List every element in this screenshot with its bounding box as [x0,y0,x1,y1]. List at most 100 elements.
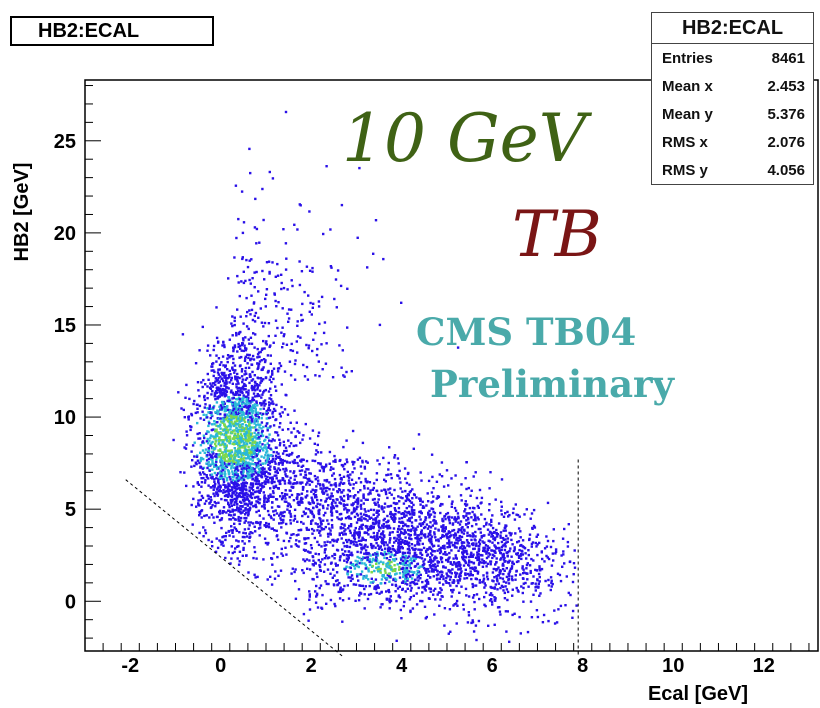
data-point [196,411,199,414]
data-point [541,621,545,624]
data-point [244,378,247,381]
data-point [466,526,469,529]
data-point [474,530,477,534]
data-point [250,384,254,388]
data-point [261,443,264,446]
data-point [454,562,457,566]
data-point [515,570,518,573]
data-point [240,446,244,449]
data-point [448,608,452,611]
data-point [250,308,254,312]
data-point [571,609,575,613]
data-point [244,434,247,438]
data-point [210,473,214,476]
data-point [244,357,247,360]
data-point [380,536,383,539]
data-point [429,552,433,555]
data-point [402,502,406,505]
data-point [355,512,359,516]
data-point [245,377,249,380]
data-point [224,459,227,462]
data-point [252,426,255,429]
data-point [398,596,402,599]
data-point [232,396,235,400]
data-point [285,449,288,452]
data-point [251,438,254,441]
data-point [522,586,525,590]
data-point [474,556,478,559]
data-point [234,414,238,417]
data-point [279,415,282,418]
data-point [212,516,215,519]
data-point [419,556,422,559]
data-point [399,557,403,560]
data-point [275,431,279,434]
data-point [526,578,529,581]
data-point [215,354,218,357]
data-point [257,432,260,435]
data-point [439,558,443,561]
data-point [403,569,406,573]
data-point [228,484,231,487]
data-point [200,485,203,488]
data-point [251,522,255,525]
data-point [333,574,336,577]
data-point [209,500,212,504]
data-point [491,556,494,560]
data-point [228,513,231,517]
data-point [480,534,483,538]
data-point [536,615,540,619]
data-point [260,427,263,430]
data-point [409,489,412,493]
data-point [467,542,470,545]
data-point [361,459,364,463]
data-point [475,542,478,545]
data-point [252,332,255,335]
data-point [457,517,460,520]
data-point [384,492,388,496]
data-point [415,496,418,499]
data-point [443,607,447,610]
data-point [456,536,459,540]
data-point [215,455,218,458]
data-point [258,241,261,244]
data-point [211,428,215,431]
data-point [406,498,409,501]
data-point [308,608,312,611]
data-point [464,568,467,571]
data-point [230,557,233,560]
data-point [219,408,222,411]
data-point [239,416,242,420]
data-point [517,560,520,563]
data-point [458,577,462,581]
data-point [328,488,331,491]
data-point [290,572,293,575]
data-point [269,447,272,450]
data-point [268,433,271,436]
data-point [312,501,315,505]
data-point [201,496,205,500]
data-point [505,575,509,579]
data-point [358,556,361,560]
data-point [377,586,380,589]
data-point [456,530,460,534]
data-point [258,426,261,429]
data-point [217,477,220,481]
data-point [223,448,227,451]
data-point [251,396,254,399]
data-point [340,537,343,540]
data-point [400,516,404,520]
data-point [271,527,274,530]
data-point [418,515,421,518]
data-point [400,558,403,561]
data-point [422,585,426,589]
data-point [210,423,214,426]
data-point [322,570,326,573]
data-point [456,604,459,607]
data-point [402,541,406,544]
data-point [379,526,382,530]
data-point [263,439,266,443]
data-point [429,531,432,534]
data-point [377,570,380,573]
data-point [425,569,428,573]
